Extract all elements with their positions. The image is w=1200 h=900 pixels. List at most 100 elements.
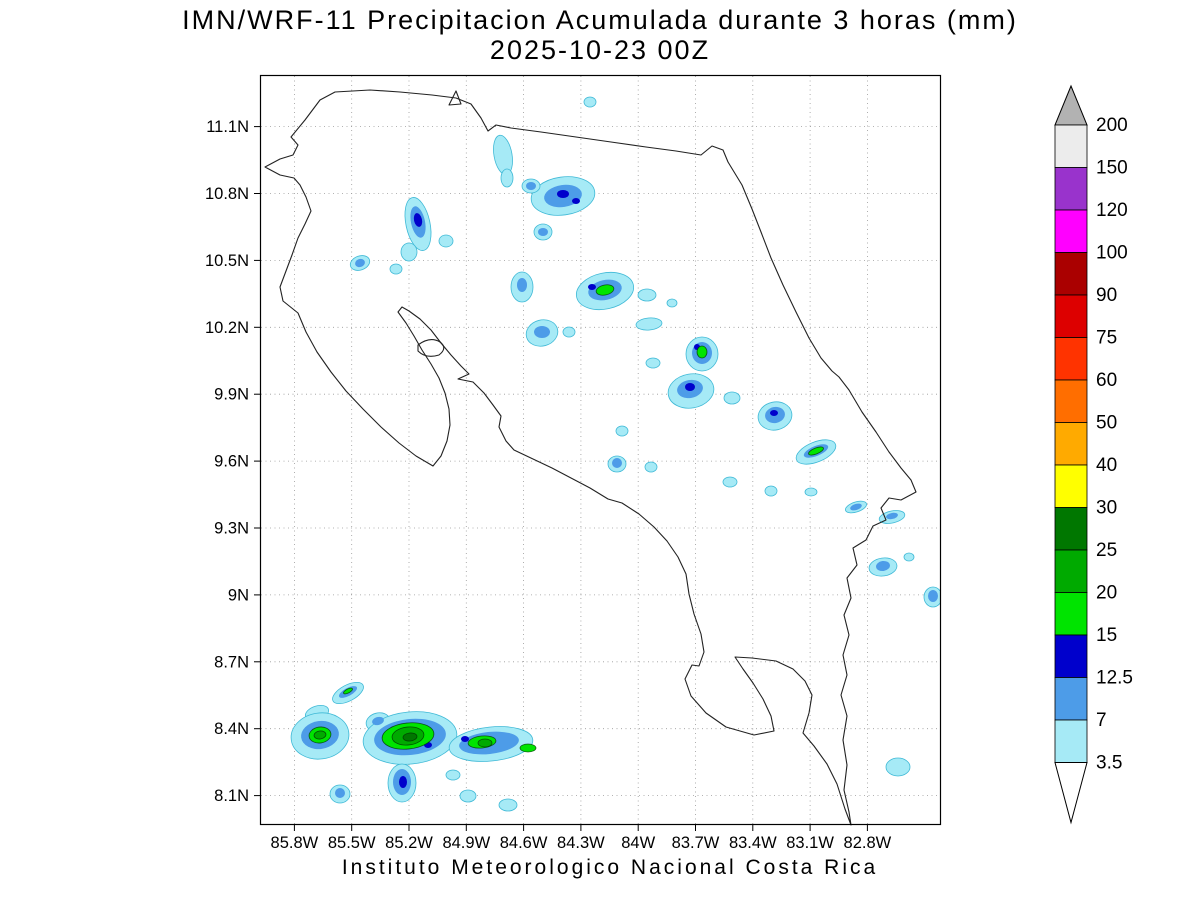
colorbar-box (1055, 508, 1087, 551)
lon-tick-label: 84.3W (557, 834, 605, 852)
precip-blob (563, 327, 575, 337)
colorbar-tick-label: 50 (1096, 413, 1117, 434)
colorbar-box (1055, 720, 1087, 763)
colorbar-tick-label: 40 (1096, 455, 1117, 476)
colorbar-box (1055, 593, 1087, 636)
precip-blob (928, 590, 938, 602)
colorbar-legend: 200 150 120 100 90 75 60 50 40 30 25 20 15 12.5 7 3.5 (1040, 80, 1200, 850)
precip-blob (685, 383, 695, 391)
lat-tick-label: 10.8N (205, 185, 249, 203)
precip-blob (584, 97, 596, 107)
colorbar-tick-label: 150 (1096, 158, 1128, 179)
precip-blob (557, 190, 569, 198)
precip-blob (538, 228, 548, 236)
lon-tick-label: 83.1W (786, 834, 834, 852)
colorbar-box (1055, 635, 1087, 678)
colorbar-tick-label: 100 (1096, 243, 1128, 264)
lon-tick-label: 83.7W (672, 834, 720, 852)
lat-tick-label: 9.6N (214, 453, 249, 471)
colorbar-box (1055, 380, 1087, 423)
colorbar-tick-label: 200 (1096, 115, 1128, 136)
precip-blob (460, 790, 476, 802)
lat-lon-gridlines (261, 76, 940, 824)
precip-blob (588, 284, 596, 290)
colorbar-tick-label: 12.5 (1096, 668, 1133, 689)
chira-island (418, 340, 444, 357)
lat-tick-label: 9N (228, 586, 249, 604)
precip-blob (478, 739, 492, 747)
precipitation-map: 85.8W85.5W85.2W84.9W84.6W84.3W84W83.7W83… (260, 75, 941, 825)
colorbar-box (1055, 550, 1087, 593)
colorbar-tick-label: 30 (1096, 498, 1117, 519)
colorbar-tick-label: 7 (1096, 710, 1107, 731)
precip-blob (572, 198, 580, 204)
precip-blob (517, 278, 527, 292)
precip-blob (439, 235, 453, 247)
colorbar-box (1055, 210, 1087, 253)
lon-tick-label: 83.4W (729, 834, 777, 852)
precip-blob (335, 788, 345, 798)
chart-subtitle-datetime: 2025-10-23 00Z (0, 35, 1200, 66)
precip-blob (805, 488, 817, 496)
colorbar-tick-label: 15 (1096, 625, 1117, 646)
colorbar-under-arrow (1055, 763, 1087, 823)
colorbar-box (1055, 465, 1087, 508)
precip-blob (636, 317, 663, 331)
colorbar-box (1055, 125, 1087, 168)
colorbar-box (1055, 295, 1087, 338)
precip-blob (390, 264, 402, 274)
chart-title: IMN/WRF-11 Precipitacion Acumulada duran… (0, 5, 1200, 36)
precip-blob (499, 799, 517, 811)
precip-blob (401, 243, 417, 261)
colorbar-tick-label: 20 (1096, 583, 1117, 604)
colorbar-box (1055, 423, 1087, 466)
map-frame (261, 76, 941, 825)
colorbar-box (1055, 338, 1087, 381)
colorbar: 200 150 120 100 90 75 60 50 40 30 25 20 15 12.5 7 3.5 (1055, 86, 1133, 823)
lon-tick-label: 85.8W (271, 834, 319, 852)
precip-blob (446, 770, 460, 780)
precip-blob (526, 182, 536, 190)
colorbar-over-arrow (1055, 86, 1087, 125)
precip-blob (461, 736, 469, 742)
precip-blob (638, 289, 656, 301)
precip-blob (723, 477, 737, 487)
lat-tick-label: 8.1N (214, 787, 249, 805)
colorbar-tick-label: 120 (1096, 200, 1128, 221)
lat-tick-label: 8.7N (214, 653, 249, 671)
footer-credit: Instituto Meteorologico Nacional Costa R… (210, 856, 1010, 880)
colorbar-tick-label: 3.5 (1096, 753, 1122, 774)
lon-tick-label: 84.6W (500, 834, 548, 852)
precip-blob (667, 299, 677, 307)
colorbar-tick-label: 60 (1096, 370, 1117, 391)
colorbar-box (1055, 253, 1087, 296)
lon-tick-label: 84W (621, 834, 655, 852)
lat-tick-label: 11.1N (206, 118, 249, 136)
colorbar-box (1055, 168, 1087, 211)
precip-blob (534, 326, 550, 338)
lat-tick-label: 9.3N (214, 520, 249, 538)
lat-tick-label: 10.5N (205, 252, 249, 270)
precip-blob (520, 744, 536, 752)
precip-blob (616, 426, 628, 436)
lon-tick-label: 82.8W (844, 834, 892, 852)
precip-blob (501, 169, 513, 187)
precip-blob (770, 410, 778, 416)
precip-blob (904, 553, 914, 561)
colorbar-tick-label: 75 (1096, 328, 1117, 349)
lat-tick-label: 9.9N (214, 386, 249, 404)
lat-tick-label: 8.4N (214, 720, 249, 738)
lon-tick-label: 84.9W (442, 834, 490, 852)
precip-blob (724, 392, 740, 404)
colorbar-tick-label: 25 (1096, 540, 1117, 561)
precip-blob (886, 758, 910, 776)
lat-tick-label: 10.2N (205, 319, 249, 337)
lon-tick-label: 85.2W (385, 834, 433, 852)
precip-blob (491, 134, 516, 177)
precip-blob (697, 346, 707, 358)
lon-tick-label: 85.5W (328, 834, 376, 852)
colorbar-box (1055, 678, 1087, 721)
precip-blob (765, 486, 777, 496)
colorbar-tick-label: 90 (1096, 285, 1117, 306)
precip-blob (645, 462, 657, 472)
